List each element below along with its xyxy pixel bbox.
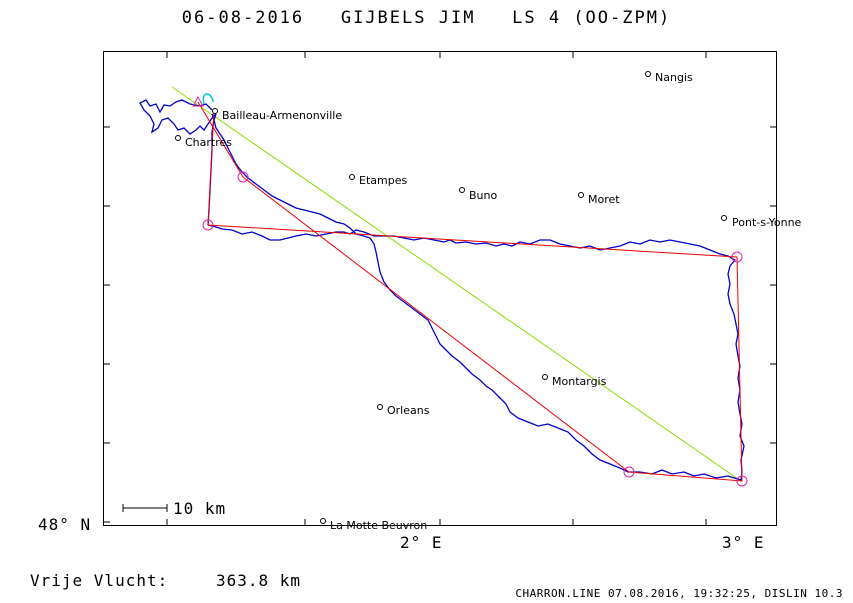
city-marker-buno <box>459 187 465 193</box>
flight-track <box>139 99 745 481</box>
scale-bar-label: 10 km <box>173 499 227 518</box>
city-marker-moret <box>578 192 584 198</box>
turnpoint-circle <box>623 466 635 478</box>
turnpoint-circle <box>202 219 214 231</box>
scale-bar <box>122 504 168 512</box>
city-marker-la-motte-beuvron <box>320 518 326 524</box>
turnpoint-circle <box>237 171 249 183</box>
city-label-buno: Buno <box>469 189 497 202</box>
city-markers <box>175 71 727 524</box>
city-label-moret: Moret <box>588 193 620 206</box>
city-marker-nangis <box>645 71 651 77</box>
distance-label: Vrije Vlucht: <box>30 571 169 590</box>
city-label-orleans: Orleans <box>387 404 430 417</box>
axis-ticks <box>103 51 777 526</box>
city-marker-bailleau <box>212 108 218 114</box>
city-label-chartres: Chartres <box>185 136 232 149</box>
city-label-etampes: Etampes <box>359 174 407 187</box>
latitude-label: 48° N <box>38 515 92 534</box>
city-label-pont-s-yonne: Pont-s-Yonne <box>732 216 802 229</box>
task-route <box>197 101 743 482</box>
start-circle <box>202 93 214 105</box>
footer-info: CHARRON.LINE 07.08.2016, 19:32:25, DISLI… <box>515 587 843 600</box>
city-label-la-motte-beuvron: La Motte Beuvron <box>330 519 427 532</box>
map-title: 06-08-2016 GIJBELS JIM LS 4 (OO-ZPM) <box>181 8 672 28</box>
city-label-montargis: Montargis <box>552 375 607 388</box>
city-marker-etampes <box>349 174 355 180</box>
distance-value: 363.8 km <box>216 571 302 590</box>
turnpoints <box>192 95 748 487</box>
longitude-label-3e: 3° E <box>722 533 765 552</box>
free-distance-line <box>171 86 742 482</box>
city-marker-chartres <box>175 135 181 141</box>
turnpoint-circle <box>731 251 743 263</box>
city-marker-montargis <box>542 374 548 380</box>
city-label-bailleau: Bailleau-Armenonville <box>222 109 342 122</box>
longitude-label-2e: 2° E <box>400 533 443 552</box>
start-triangle <box>192 95 204 107</box>
city-marker-pont-s-yonne <box>721 215 727 221</box>
turnpoint-circle <box>736 475 748 487</box>
city-label-nangis: Nangis <box>655 71 693 84</box>
city-marker-orleans <box>377 404 383 410</box>
city-labels: Nangis Bailleau-Armenonville Chartres Et… <box>185 71 802 532</box>
